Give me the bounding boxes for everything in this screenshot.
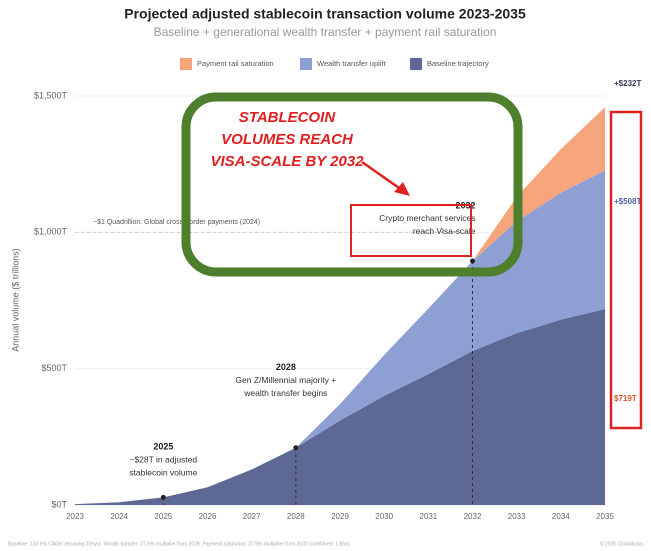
y-axis-label: Annual volume ($ trillions) (10, 248, 20, 352)
x-tick-label: 2023 (66, 512, 84, 521)
x-tick-label: 2030 (375, 512, 393, 521)
annotation-text: ~$28T in adjusted (129, 455, 197, 465)
highlight-box (609, 110, 643, 430)
overlay-text: STABLECOIN (239, 109, 337, 126)
y-tick-label: $0T (51, 499, 67, 509)
y-tick-label: $1,000T (34, 227, 68, 237)
reference-label: ~$1 Quadrillion: Global cross-border pay… (93, 219, 260, 226)
annotation-year: 2028 (276, 362, 296, 372)
x-tick-label: 2034 (552, 512, 570, 521)
y-tick-label: $500T (41, 363, 67, 373)
x-tick-label: 2026 (199, 512, 217, 521)
annotation-year: 2025 (153, 442, 173, 452)
overlay-arrowhead (394, 182, 410, 196)
x-tick-label: 2033 (508, 512, 526, 521)
x-tick-label: 2032 (464, 512, 482, 521)
annotation-dot (470, 258, 475, 264)
y-tick-label: $1,500T (34, 90, 68, 100)
overlay-arrow (361, 160, 403, 192)
legend-swatch (300, 58, 312, 70)
legend-label: Payment rail saturation (197, 59, 274, 68)
series-end-label: $719T (614, 394, 637, 403)
source: © 2026 Chainalysis (600, 540, 644, 547)
annotation-text: reach Visa-scale (413, 226, 476, 236)
legend-swatch (180, 58, 192, 70)
x-tick-label: 2031 (419, 512, 437, 521)
annotation-dot (293, 445, 299, 451)
legend-label: Wealth transfer uplift (317, 59, 387, 68)
chart-subtitle: Baseline + generational wealth transfer … (154, 25, 497, 39)
annotation-dot (160, 494, 166, 500)
overlay-frame (181, 92, 523, 277)
legend-swatch (410, 58, 422, 70)
series-end-label: +$508T (614, 197, 641, 206)
annotation-text: Crypto merchant services (379, 213, 475, 223)
x-tick-label: 2025 (154, 512, 172, 521)
area (75, 170, 605, 505)
annotation-text: stablecoin volume (129, 468, 197, 478)
x-tick-label: 2027 (243, 512, 261, 521)
overlay-text: VOLUMES REACH (221, 131, 354, 148)
annotation-text: Gen Z/Millennial majority + (235, 375, 336, 385)
footnote: Baseline: 133.5% CAGR decaying 30%/yr. W… (8, 541, 351, 547)
callout-box (350, 204, 472, 257)
legend-label: Baseline trajectory (427, 59, 489, 68)
chart-title: Projected adjusted stablecoin transactio… (124, 6, 526, 22)
series-end-label: +$232T (614, 79, 641, 88)
annotation-text: wealth transfer begins (243, 388, 327, 398)
x-tick-label: 2028 (287, 512, 305, 521)
x-tick-label: 2024 (110, 512, 128, 521)
x-tick-label: 2029 (331, 512, 349, 521)
overlay-text: VISA-SCALE BY 2032 (210, 153, 364, 170)
x-tick-label: 2035 (596, 512, 614, 521)
